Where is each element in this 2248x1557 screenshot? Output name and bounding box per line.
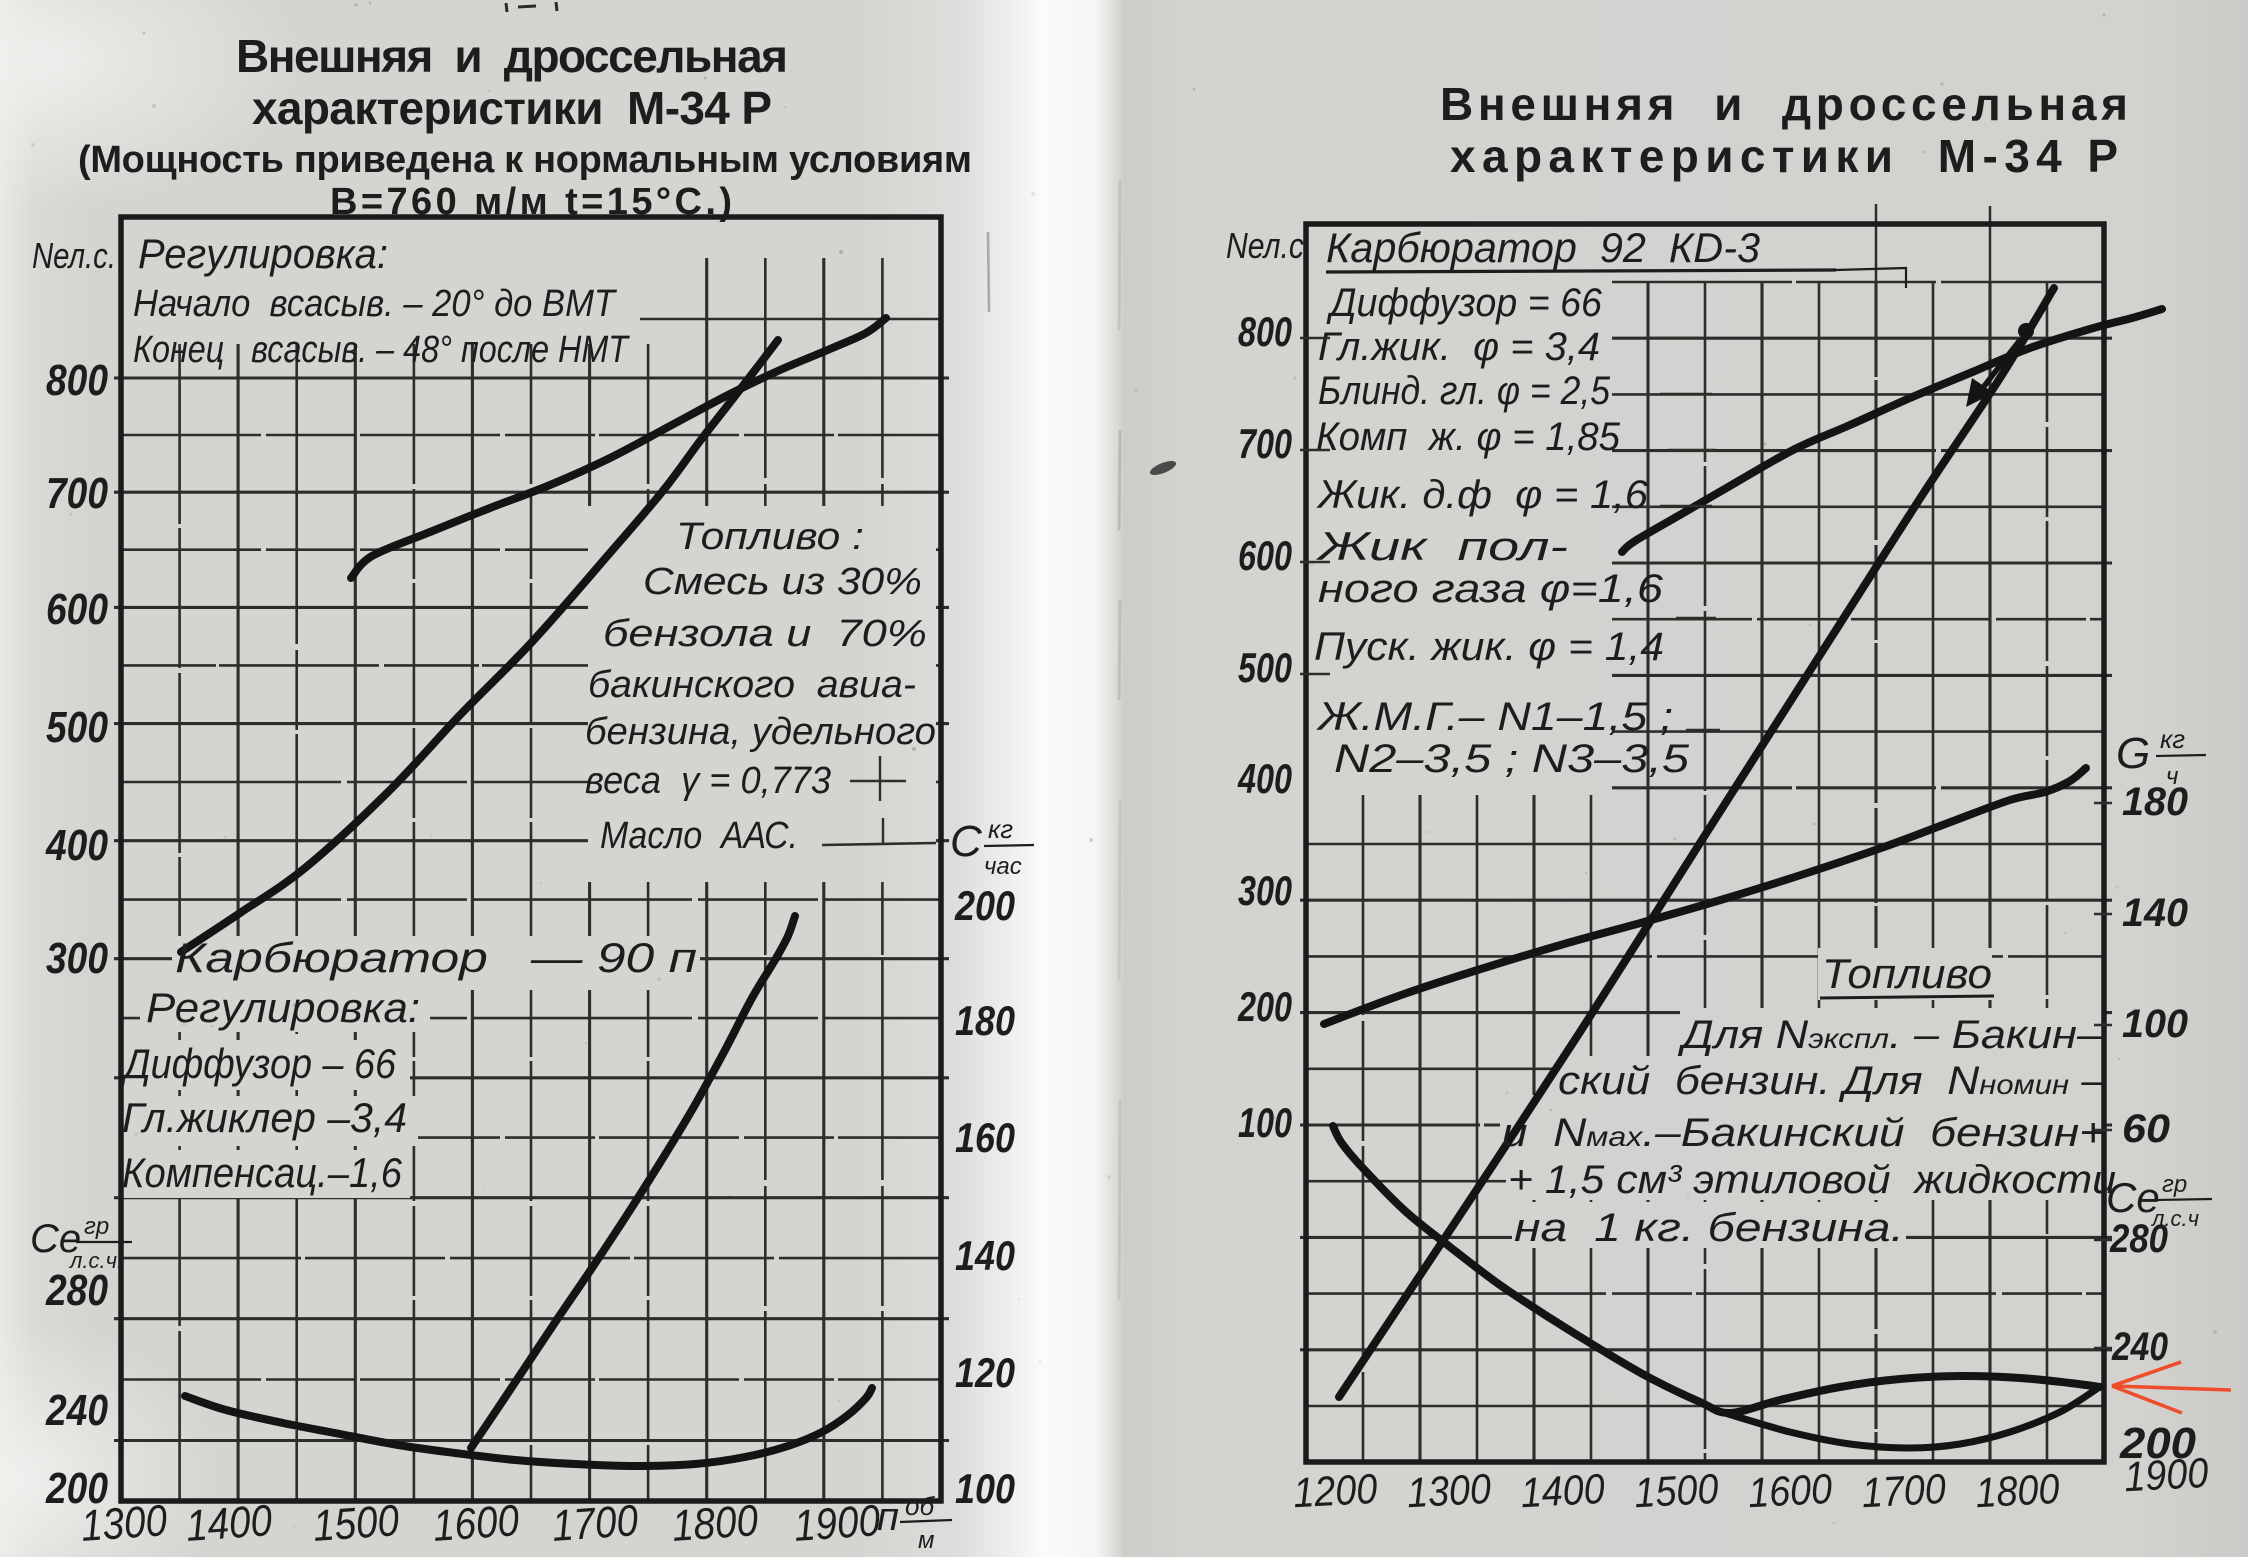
svg-text:800: 800 — [46, 356, 108, 405]
svg-text:Гл.жик. φ = 3,4: Гл.жик. φ = 3,4 — [1318, 325, 1600, 369]
svg-text:140: 140 — [2122, 891, 2188, 935]
svg-text:1500: 1500 — [1633, 1465, 1720, 1516]
svg-text:200: 200 — [1237, 983, 1292, 1030]
svg-text:Ce: Ce — [2106, 1174, 2160, 1221]
svg-text:100: 100 — [955, 1465, 1015, 1512]
svg-text:л.с.ч.: л.с.ч. — [68, 1248, 123, 1273]
svg-text:Регулировка:: Регулировка: — [146, 984, 420, 1031]
svg-text:бензола и 70%: бензола и 70% — [603, 613, 927, 655]
svg-text:Блинд. гл. φ = 2,5: Блинд. гл. φ = 2,5 — [1318, 369, 1611, 413]
svg-text:гр: гр — [84, 1213, 109, 1240]
svg-text:Гл.жиклер –3,4: Гл.жиклер –3,4 — [122, 1094, 407, 1141]
svg-text:1700: 1700 — [550, 1496, 640, 1551]
svg-text:п: п — [877, 1495, 899, 1539]
svg-text:Ce: Ce — [30, 1217, 81, 1261]
svg-text:1900: 1900 — [792, 1496, 882, 1551]
svg-text:1300: 1300 — [1406, 1465, 1493, 1516]
svg-text:280: 280 — [45, 1266, 108, 1315]
svg-text:400: 400 — [45, 821, 108, 870]
svg-text:час: час — [984, 853, 1022, 880]
svg-text:140: 140 — [955, 1232, 1015, 1279]
svg-text:600: 600 — [46, 585, 108, 634]
svg-text:100: 100 — [1238, 1099, 1292, 1146]
svg-text:ч: ч — [2166, 763, 2178, 790]
svg-text:1500: 1500 — [311, 1496, 401, 1551]
svg-text:Карбюратор 92 КD-3: Карбюратор 92 КD-3 — [1326, 224, 1760, 271]
svg-text:160: 160 — [955, 1114, 1015, 1161]
svg-text:бензина, удельного: бензина, удельного — [585, 711, 936, 753]
svg-text:120: 120 — [955, 1349, 1015, 1396]
svg-text:Конец всасыв. – 48° после НМ: Конец всасыв. – 48° после НМТ — [133, 329, 630, 371]
svg-text:Жик пол-: Жик пол- — [1315, 525, 1568, 569]
svg-text:гр: гр — [2162, 1171, 2187, 1198]
svg-text:(Мощность приведена к нормальн: (Мощность приведена к нормальным условия… — [78, 139, 972, 181]
svg-text:об: об — [905, 1491, 935, 1521]
svg-text:1400: 1400 — [184, 1496, 274, 1551]
svg-text:800: 800 — [1238, 308, 1292, 355]
svg-text:характеристики М-34 Р: характеристики М-34 Р — [252, 82, 772, 134]
svg-text:Смесь из 30%: Смесь из 30% — [643, 561, 922, 603]
svg-text:+ 1,5 см³ этиловой жидкости: + 1,5 см³ этиловой жидкости — [1508, 1158, 2116, 1202]
svg-text:200: 200 — [954, 882, 1015, 929]
svg-text:Комп ж. φ = 1,85: Комп ж. φ = 1,85 — [1316, 415, 1621, 459]
svg-text:Топливо :: Топливо : — [676, 516, 864, 558]
svg-text:Внешняя и дроссельная: Внешняя и дроссельная — [236, 30, 788, 82]
svg-text:Диффузор = 66: Диффузор = 66 — [1326, 281, 1602, 325]
svg-text:на 1 кг. бензина.: на 1 кг. бензина. — [1514, 1206, 1904, 1250]
svg-text:л.с.ч: л.с.ч — [2150, 1206, 2199, 1231]
svg-text:Диффузор – 66: Диффузор – 66 — [120, 1040, 396, 1087]
svg-text:700: 700 — [1238, 420, 1292, 467]
svg-text:Nел.с: Nел.с — [1226, 225, 1304, 266]
svg-text:200: 200 — [45, 1464, 108, 1513]
svg-text:1700: 1700 — [1861, 1465, 1948, 1516]
svg-text:60: 60 — [2122, 1107, 2170, 1151]
svg-text:характеристики М-34 Р: характеристики М-34 Р — [1450, 130, 2118, 182]
svg-text:1200: 1200 — [1292, 1465, 1379, 1516]
svg-text:100: 100 — [2122, 1002, 2188, 1046]
svg-text:1300: 1300 — [79, 1496, 169, 1551]
svg-text:кг: кг — [2160, 724, 2185, 754]
svg-text:1800: 1800 — [670, 1496, 760, 1551]
svg-text:Внешняя и дроссельная: Внешняя и дроссельная — [1440, 78, 2128, 130]
svg-text:1600: 1600 — [1747, 1465, 1834, 1516]
svg-text:кг: кг — [988, 814, 1013, 844]
svg-text:бакинского авиа-: бакинского авиа- — [588, 664, 916, 706]
svg-text:В=760 м/м t=15°C.): В=760 м/м t=15°C.) — [330, 181, 732, 223]
svg-text:1900: 1900 — [2123, 1449, 2210, 1500]
svg-text:240: 240 — [45, 1386, 108, 1435]
svg-text:Регулировка:: Регулировка: — [138, 230, 388, 277]
svg-text:C: C — [950, 817, 983, 866]
svg-text:м: м — [918, 1527, 934, 1554]
svg-text:700: 700 — [46, 469, 108, 518]
svg-text:1600: 1600 — [431, 1496, 521, 1551]
svg-text:300: 300 — [46, 934, 108, 983]
svg-text:веса γ = 0,773: веса γ = 0,773 — [585, 760, 831, 802]
svg-text:1800: 1800 — [1974, 1465, 2061, 1516]
svg-text:180: 180 — [955, 997, 1015, 1044]
svg-text:ного газа φ=1,6: ного газа φ=1,6 — [1318, 567, 1664, 611]
svg-text:1400: 1400 — [1519, 1465, 1606, 1516]
svg-text:Nел.с.: Nел.с. — [32, 235, 116, 276]
svg-text:Карбюратор — 90 п: Карбюратор — 90 п — [175, 934, 697, 981]
svg-text:Масло ААС.: Масло ААС. — [600, 815, 798, 857]
svg-text:240: 240 — [2111, 1325, 2168, 1369]
svg-text:600: 600 — [1238, 532, 1292, 579]
svg-text:Пуск. жик. φ = 1,4: Пуск. жик. φ = 1,4 — [1314, 625, 1664, 669]
svg-text:500: 500 — [46, 703, 108, 752]
svg-text:400: 400 — [1237, 755, 1292, 802]
svg-text:N2–3,5 ; N3–3,5: N2–3,5 ; N3–3,5 — [1334, 737, 1690, 781]
svg-text:Начало всасыв. – 20° до ВМТ: Начало всасыв. – 20° до ВМТ — [133, 283, 618, 325]
svg-text:300: 300 — [1238, 867, 1292, 914]
svg-text:Жик. д.ф φ = 1,6: Жик. д.ф φ = 1,6 — [1316, 473, 1649, 517]
svg-text:Компенсац.–1,6: Компенсац.–1,6 — [122, 1149, 403, 1196]
svg-text:G: G — [2116, 729, 2150, 778]
svg-text:500: 500 — [1238, 644, 1292, 691]
svg-text:Ж.М.Г.– N1–1,5 ;: Ж.М.Г.– N1–1,5 ; — [1316, 695, 1673, 739]
svg-text:200: 200 — [2119, 1419, 2197, 1468]
svg-text:180: 180 — [2122, 780, 2188, 824]
svg-text:280: 280 — [2109, 1217, 2168, 1261]
svg-text:Топливо: Топливо — [1822, 950, 1992, 997]
